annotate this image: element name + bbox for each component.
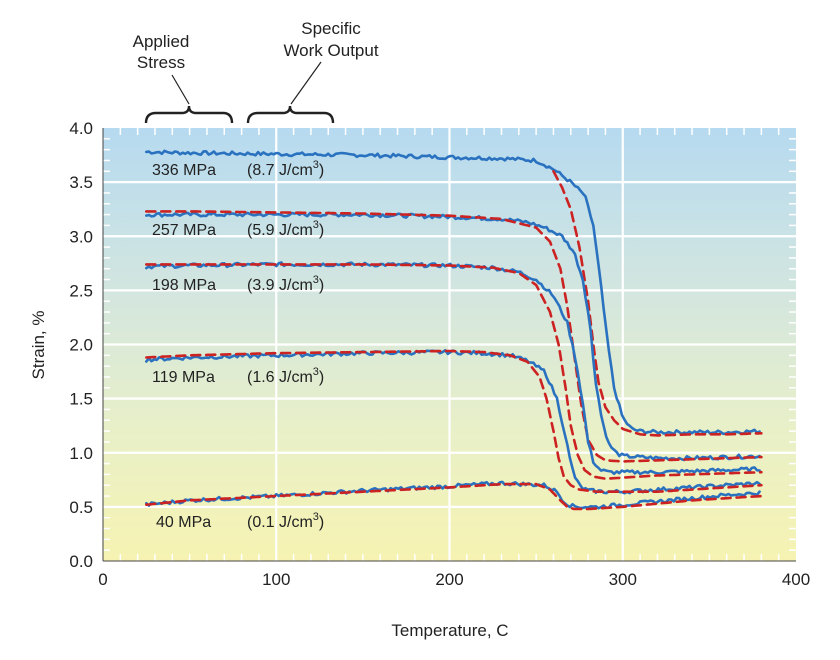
- svg-text:(8.7 J/cm3): (8.7 J/cm3): [247, 159, 324, 179]
- x-tick-labels: 0 100 200 300 400: [98, 570, 810, 589]
- y-tick-label-7: 3.5: [69, 173, 93, 192]
- series-line-3-model: [145, 210, 763, 463]
- minor-ticks: [103, 128, 796, 561]
- series-label-119: 119 MPa (1.6 J/cm3): [152, 366, 324, 386]
- y-tick-label-0: 0.0: [69, 552, 93, 571]
- work-output-brace: [246, 105, 335, 124]
- svg-text:336 MPa: 336 MPa: [152, 162, 216, 179]
- x-tick-label-2: 200: [435, 570, 463, 589]
- x-tick-label-1: 100: [262, 570, 290, 589]
- y-tick-labels: 0.0 0.5 1.0 1.5 2.0 2.5 3.0 3.5 4.0: [69, 119, 93, 571]
- svg-text:(3.9 J/cm3): (3.9 J/cm3): [247, 274, 324, 294]
- y-tick-label-5: 2.5: [69, 281, 93, 300]
- work-output-header-line1: Specific: [301, 19, 361, 38]
- series-label-40: 40 MPa (0.1 J/cm3): [156, 511, 324, 531]
- applied-stress-brace: [144, 105, 234, 124]
- svg-text:(0.1 J/cm3): (0.1 J/cm3): [247, 511, 324, 531]
- series-layer: [145, 149, 763, 511]
- grid-lines: [103, 128, 796, 561]
- series-line-1-model: [552, 170, 763, 437]
- applied-stress-header-line2: Stress: [137, 53, 185, 72]
- y-tick-label-1: 0.5: [69, 498, 93, 517]
- svg-text:119 MPa: 119 MPa: [152, 369, 215, 386]
- y-tick-label-8: 4.0: [69, 119, 93, 138]
- applied-stress-pointer: [171, 74, 190, 105]
- svg-text:257 MPa: 257 MPa: [152, 222, 216, 239]
- series-line-9-model: [145, 482, 763, 511]
- series-line-4-measured: [145, 261, 761, 476]
- svg-text:(1.6 J/cm3): (1.6 J/cm3): [247, 366, 324, 386]
- y-tick-label-4: 2.0: [69, 336, 93, 355]
- work-output-header-line2: Work Output: [283, 41, 378, 60]
- applied-stress-header-line1: Applied: [133, 32, 190, 51]
- svg-text:(5.9 J/cm3): (5.9 J/cm3): [247, 219, 324, 239]
- series-line-7-model: [145, 349, 763, 494]
- svg-text:198 MPa: 198 MPa: [152, 277, 216, 294]
- series-line-5-model: [145, 263, 763, 481]
- y-axis-title: Strain, %: [29, 311, 48, 380]
- x-axis-title: Temperature, C: [391, 621, 508, 640]
- svg-text:40 MPa: 40 MPa: [156, 514, 211, 531]
- y-tick-label-2: 1.0: [69, 444, 93, 463]
- series-label-257: 257 MPa (5.9 J/cm3): [152, 219, 324, 239]
- x-tick-label-3: 300: [609, 570, 637, 589]
- x-tick-label-0: 0: [98, 570, 107, 589]
- x-tick-label-4: 400: [782, 570, 810, 589]
- series-label-198: 198 MPa (3.9 J/cm3): [152, 274, 324, 294]
- y-tick-label-3: 1.5: [69, 390, 93, 409]
- series-line-0-measured: [145, 149, 761, 436]
- work-output-pointer: [290, 61, 322, 105]
- y-tick-label-6: 3.0: [69, 227, 93, 246]
- series-label-336: 336 MPa (8.7 J/cm3): [152, 159, 324, 179]
